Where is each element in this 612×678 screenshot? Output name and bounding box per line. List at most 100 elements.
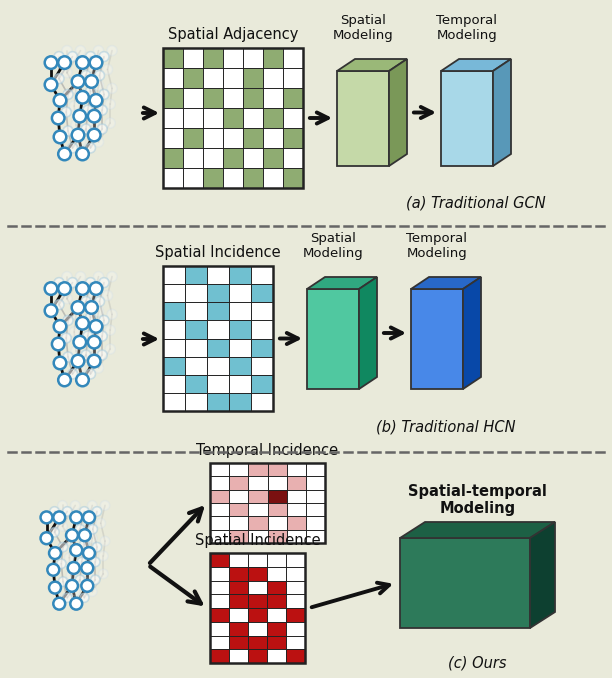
Bar [286,608,305,622]
Bar [441,71,493,166]
Circle shape [58,577,68,586]
Bar [210,608,229,622]
Bar [183,128,203,148]
Circle shape [107,309,117,319]
Bar [229,567,248,580]
Circle shape [92,506,102,516]
Circle shape [97,124,107,134]
Polygon shape [337,59,407,71]
Bar [229,503,248,517]
Circle shape [83,547,95,559]
Circle shape [76,374,89,386]
Bar [183,68,203,88]
Circle shape [89,64,99,75]
Circle shape [58,521,67,531]
Circle shape [66,571,76,580]
Circle shape [67,278,78,287]
Bar [163,88,183,108]
Bar [248,594,267,608]
Circle shape [99,315,109,325]
Bar [267,580,286,594]
Polygon shape [307,277,377,289]
Bar [223,148,243,168]
Circle shape [54,74,64,83]
Circle shape [63,315,73,325]
Bar [163,266,273,411]
Bar [229,266,251,284]
Bar [251,284,273,302]
Circle shape [105,118,115,128]
Circle shape [71,83,81,94]
Circle shape [83,331,93,341]
Bar [229,393,251,411]
Circle shape [61,333,71,343]
Circle shape [50,527,59,537]
Bar [248,567,267,580]
Bar [229,321,251,338]
Circle shape [89,118,99,128]
Bar [286,477,306,490]
Circle shape [94,137,103,147]
Circle shape [81,124,91,134]
Circle shape [89,291,99,300]
Circle shape [68,562,80,574]
Bar [163,266,273,411]
Text: Temporal Incidence: Temporal Incidence [196,443,338,458]
Circle shape [50,506,59,516]
Bar [163,357,185,375]
Circle shape [69,327,79,337]
Bar [307,289,359,389]
Bar [337,71,389,166]
Circle shape [107,272,117,281]
Text: Spatial
Modeling: Spatial Modeling [302,232,364,260]
Bar [267,622,286,635]
Circle shape [91,575,100,584]
Circle shape [99,89,109,100]
Circle shape [67,369,78,379]
Circle shape [54,131,66,143]
Circle shape [75,363,86,373]
Circle shape [100,501,110,510]
Circle shape [89,344,99,354]
Bar [210,553,305,663]
Bar [248,490,267,503]
Text: Spatial
Modeling: Spatial Modeling [333,14,394,42]
Circle shape [88,355,100,367]
Bar [163,48,303,188]
Circle shape [80,540,89,549]
Circle shape [85,75,98,87]
Circle shape [76,282,89,295]
Circle shape [70,544,82,556]
Circle shape [86,369,95,379]
Circle shape [83,569,92,578]
Circle shape [91,99,101,109]
Circle shape [105,325,115,335]
Bar [163,148,183,168]
Polygon shape [400,522,555,538]
Circle shape [54,320,66,333]
Circle shape [58,501,67,510]
Bar [229,594,248,608]
Circle shape [81,562,93,574]
Circle shape [45,56,58,69]
Circle shape [83,519,92,528]
Bar [243,168,263,188]
Circle shape [90,94,102,106]
Text: (c) Ours: (c) Ours [448,655,507,670]
Circle shape [52,338,64,351]
Circle shape [86,143,95,153]
Circle shape [103,291,113,300]
Bar [223,108,243,128]
Text: Spatial-temporal
Modeling: Spatial-temporal Modeling [408,483,547,516]
Circle shape [75,525,84,534]
Circle shape [90,56,102,69]
Bar [267,490,286,503]
Circle shape [76,91,89,104]
Circle shape [47,564,59,576]
Polygon shape [359,277,377,389]
Bar [229,580,248,594]
Bar [185,321,207,338]
Circle shape [45,282,58,295]
Circle shape [62,593,72,602]
Bar [203,88,223,108]
